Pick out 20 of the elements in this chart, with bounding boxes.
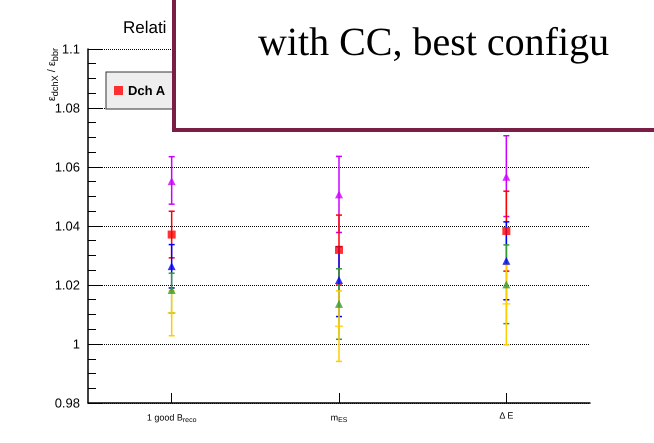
y-tick-label: 0.98 — [54, 396, 80, 410]
y-tick-label: 1.1 — [62, 42, 80, 56]
point — [168, 230, 176, 239]
point — [168, 262, 176, 270]
y-tick-label: 1.06 — [54, 160, 80, 174]
legend-label: Dch A — [128, 83, 166, 98]
y-tick-label: 1.08 — [54, 100, 80, 116]
point — [335, 322, 343, 330]
y-tick-label: 1.02 — [54, 278, 80, 292]
point — [335, 300, 343, 308]
point — [168, 177, 176, 186]
x-tick-label: Δ E — [499, 410, 514, 420]
chart-title: Relati — [123, 18, 166, 37]
text-box: with CC, best configu — [172, 0, 654, 132]
point — [502, 172, 510, 181]
annotation: with CC, best configu — [258, 18, 610, 65]
y-tick-label: 1.04 — [54, 218, 80, 234]
y-tick-label: 1 — [72, 336, 80, 352]
point — [502, 280, 510, 288]
point — [502, 227, 510, 236]
